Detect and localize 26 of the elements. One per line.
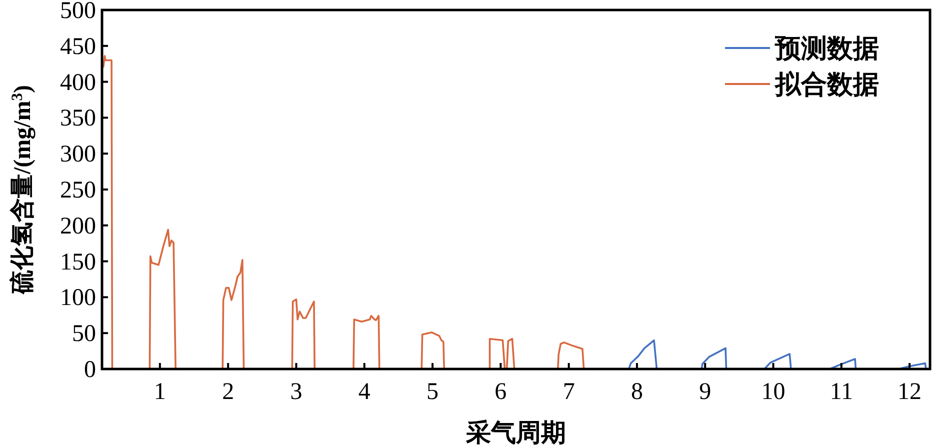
x-tick-label: 1 — [154, 379, 166, 405]
y-tick-label: 250 — [60, 178, 96, 204]
y-tick-label: 100 — [60, 285, 96, 312]
x-tick-label: 9 — [699, 379, 712, 405]
x-tick-label: 2 — [222, 379, 234, 405]
x-axis-title: 采气周期 — [465, 419, 566, 445]
x-tick-label: 12 — [898, 379, 922, 405]
legend-label: 拟合数据 — [774, 70, 879, 99]
x-tick-label: 10 — [761, 379, 786, 405]
x-tick-label: 5 — [426, 379, 439, 405]
y-tick-label: 200 — [60, 213, 96, 240]
y-tick-label: 350 — [60, 106, 96, 132]
y-tick-label: 150 — [60, 249, 96, 276]
y-tick-label: 400 — [60, 70, 96, 96]
x-tick-label: 4 — [358, 379, 370, 405]
y-tick-label: 50 — [72, 321, 96, 348]
y-tick-label: 500 — [60, 0, 96, 24]
y-tick-label: 0 — [84, 357, 96, 383]
x-tick-label: 3 — [290, 379, 302, 405]
x-tick-label: 8 — [630, 379, 643, 405]
x-tick-label: 6 — [494, 379, 507, 405]
y-tick-label: 300 — [60, 142, 96, 168]
x-tick-label: 11 — [830, 379, 853, 405]
x-tick-label: 7 — [562, 379, 575, 405]
legend-label: 预测数据 — [774, 34, 879, 63]
y-tick-label: 450 — [60, 34, 96, 60]
